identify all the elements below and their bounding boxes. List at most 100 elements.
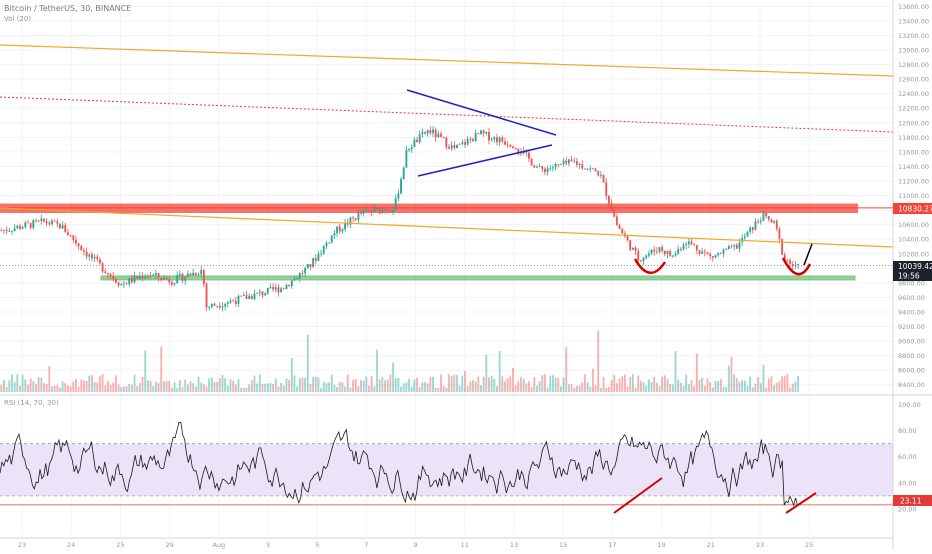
volume-bar [701, 377, 704, 392]
candle-body [426, 130, 429, 134]
candle-body [208, 306, 211, 308]
volume-bar [341, 382, 344, 392]
volume-bar [216, 381, 219, 392]
volume-bar [285, 378, 288, 392]
candle-body [703, 251, 706, 253]
candle-body [631, 247, 634, 250]
candle-body [162, 277, 165, 280]
candle-body [469, 139, 472, 140]
volume-bar [162, 381, 165, 392]
volume-bar [226, 385, 229, 392]
volume-bar [272, 383, 275, 392]
volume-bar [306, 334, 309, 392]
volume-bar [11, 374, 13, 392]
volume-bar [53, 385, 56, 392]
volume-bar [192, 383, 195, 392]
volume-bar [349, 387, 352, 392]
candle-body [655, 251, 658, 253]
candle-body [392, 210, 394, 212]
candle-body [719, 253, 722, 255]
candle-body [717, 253, 720, 256]
volume-bar [623, 374, 626, 392]
candle-body [645, 255, 648, 259]
candle-body [775, 220, 778, 229]
candle-body [504, 141, 506, 145]
volume-bar [189, 381, 192, 392]
volume-bar [520, 377, 522, 392]
volume-bar [536, 385, 538, 392]
volume-bar [741, 380, 744, 392]
volume-bars [0, 330, 800, 392]
rsi-tick-label: 20.00 [898, 505, 917, 513]
candle-body [194, 272, 197, 275]
time-tick-label: 21 [707, 541, 715, 549]
candle-body [320, 253, 323, 255]
time-tick-label: 19 [657, 541, 665, 549]
volume-bar [490, 375, 493, 392]
candle-body [615, 216, 618, 225]
drawings[interactable] [0, 44, 894, 276]
volume-bar [288, 379, 291, 392]
candle-body [424, 132, 426, 134]
candle-body [629, 240, 632, 250]
volume-bar [314, 376, 317, 392]
volume-bar [605, 387, 608, 392]
volume-bar [88, 375, 91, 392]
candle-body [112, 275, 115, 279]
volume-bar [69, 386, 72, 392]
volume-bar [554, 377, 557, 392]
candle-body [122, 283, 125, 285]
candle-body [466, 139, 469, 145]
candle-body [442, 136, 445, 138]
candle-body [35, 220, 37, 222]
rsi-axis[interactable]: 100.00 80.00 60.00 40.00 20.00 [898, 401, 921, 513]
candle-body [405, 149, 408, 168]
candle-body [474, 133, 477, 142]
volume-bar [725, 387, 728, 392]
volume-bar [245, 387, 248, 392]
volume-bar [338, 381, 341, 392]
candle-body [53, 220, 56, 222]
volume-bar [322, 381, 325, 392]
candle-body [711, 256, 714, 258]
candle-body [232, 300, 235, 302]
candle-body [634, 247, 637, 251]
resistance-price-text: 10830.27 [898, 205, 932, 214]
candle-body [671, 255, 674, 257]
volume-bar [384, 380, 386, 392]
rsi-line [0, 421, 798, 507]
volume-bar [458, 385, 461, 392]
volume-bar [208, 378, 211, 392]
volume-bar [775, 382, 778, 392]
volume-bar [0, 384, 3, 392]
time-axis[interactable]: 23 24 25 29 Aug 3 5 7 9 11 13 15 17 19 21 23 25 [18, 541, 813, 549]
price-tick-label: 9800.00 [898, 279, 925, 287]
volume-bar [714, 381, 717, 392]
candle-body [554, 163, 557, 168]
candle-body [130, 278, 133, 283]
candle-body [205, 283, 208, 308]
candle-body [77, 243, 80, 247]
candle-body [133, 275, 136, 283]
candle-body [418, 134, 421, 143]
zones[interactable] [0, 203, 893, 281]
volume-bar [93, 381, 96, 392]
volume-bar [368, 385, 371, 392]
volume-bar [205, 386, 208, 392]
candle-body [456, 144, 458, 149]
volume-bar [325, 383, 328, 392]
price-tick-label: 12600.00 [898, 76, 929, 84]
volume-bar [48, 366, 51, 392]
volume-bar [581, 382, 584, 392]
volume-bar [762, 364, 765, 392]
price-tick-label: 12200.00 [898, 105, 929, 113]
volume-bar [466, 385, 469, 392]
volume-bar [77, 386, 80, 392]
volume-bar [200, 382, 203, 392]
candle-body [125, 283, 128, 285]
volume-bar [797, 376, 800, 392]
candle-body [594, 168, 597, 172]
time-tick-label: 29 [165, 541, 173, 549]
rsi-tick-label: 100.00 [898, 401, 921, 409]
